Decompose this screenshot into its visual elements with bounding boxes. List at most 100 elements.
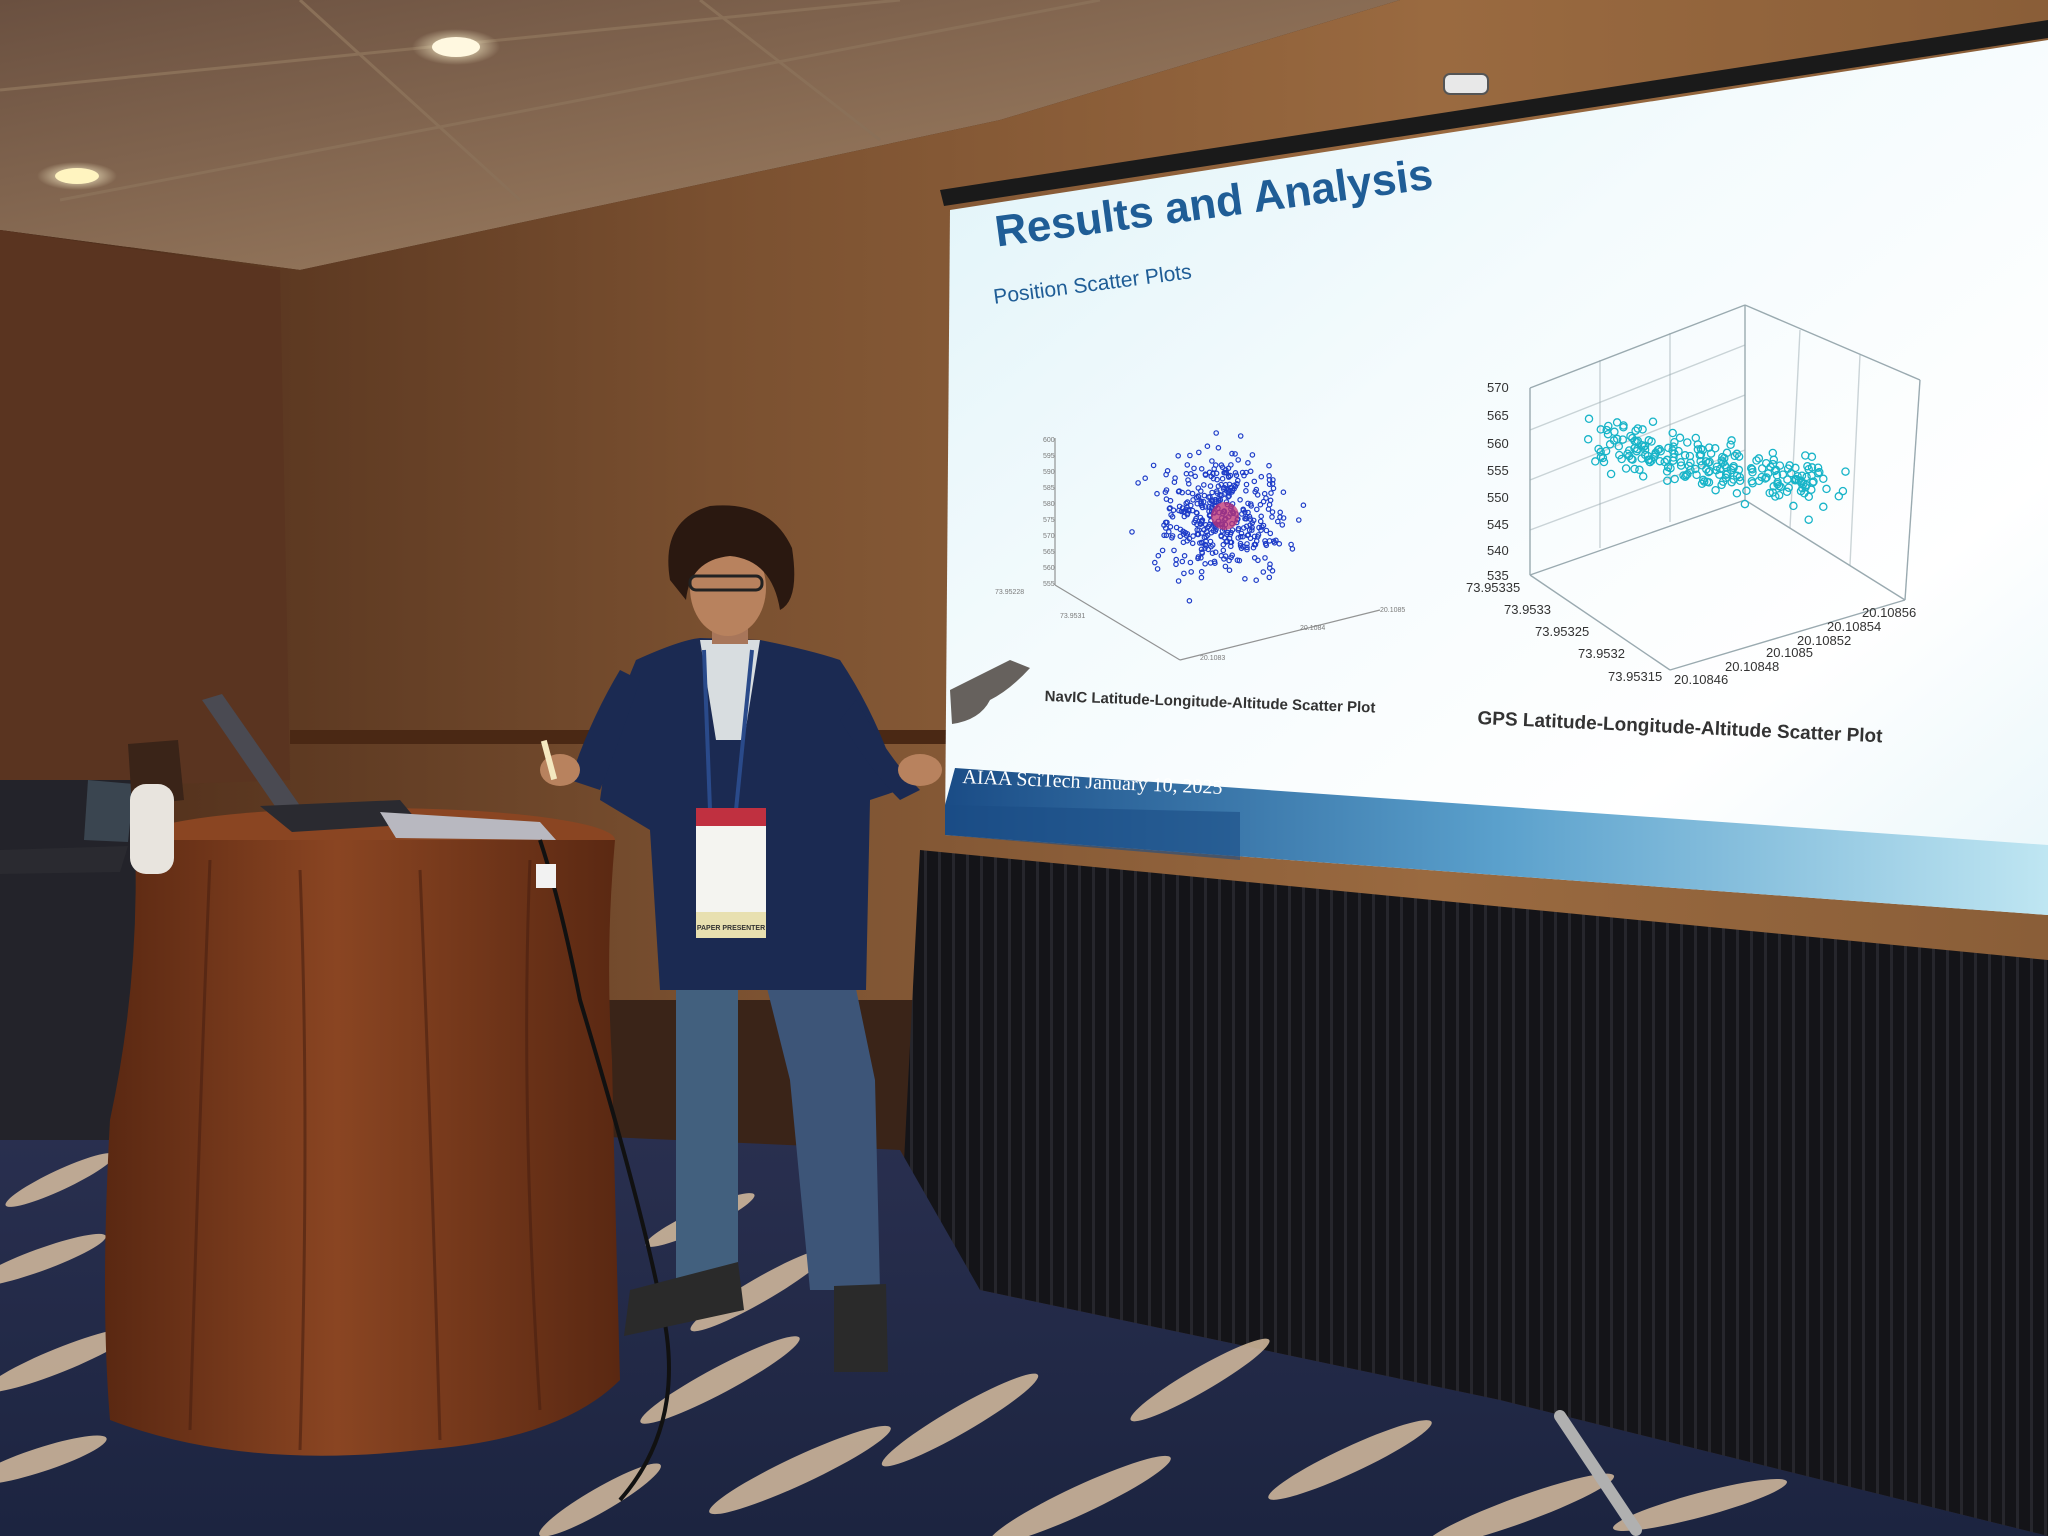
navic-point [1263,527,1270,534]
navic-point [1177,526,1184,533]
gps-point [1742,486,1751,496]
gps-point [1802,472,1811,482]
navic-point [1205,546,1212,553]
navic-point [1185,489,1192,496]
navic-point [1254,506,1260,513]
presenter-lanyard [734,649,754,811]
podium-laptop-base [260,800,420,832]
svg-text:570: 570 [1043,533,1055,540]
gps-point [1647,437,1656,446]
navic-point [1166,505,1173,512]
gps-point [1618,435,1628,444]
navic-point [1234,480,1240,487]
navic-point [1207,483,1214,489]
navic-point [1198,465,1205,472]
navic-point [1163,487,1170,493]
navic-point [1220,541,1227,548]
gps-point [1668,428,1677,438]
navic-point [1180,508,1187,515]
navic-point [1300,502,1307,509]
navic-point [1251,554,1258,561]
gps-point [1819,502,1828,512]
navic-point [1175,452,1182,459]
navic-point [1209,489,1215,496]
gps-point [1778,470,1788,479]
gps-point [1727,436,1736,445]
navic-point [1251,541,1258,548]
navic-point [1269,514,1275,520]
gps-z-tick: 560 [1487,436,1509,451]
navic-point [1184,462,1191,468]
gps-point [1621,464,1631,473]
svg-text:580: 580 [1043,501,1055,508]
navic-point [1269,509,1276,515]
gps-y-tick: 20.10848 [1725,659,1779,674]
gps-point [1583,435,1593,444]
navic-point [1184,537,1191,544]
navic-point [1221,491,1228,497]
navic-point [1218,552,1225,559]
navic-point [1275,518,1281,525]
gps-point [1696,457,1705,466]
navic-point [1232,469,1239,476]
navic-point [1198,488,1204,494]
gps-point [1726,440,1735,450]
navic-point [1154,490,1160,497]
gps-point [1740,499,1750,509]
navic-point [1197,521,1204,528]
navic-point [1225,494,1232,500]
navic-point [1229,450,1235,457]
navic-point [1254,492,1261,498]
navic-point [1270,477,1276,483]
navic-point [1211,466,1218,472]
gps-point [1841,467,1850,476]
navic-point [1150,462,1157,469]
navic-point [1198,554,1204,561]
navic-point [1255,532,1262,538]
navic-point [1262,555,1268,561]
gps-point [1679,471,1688,480]
gps-point [1776,482,1785,492]
gps-point [1706,449,1716,458]
gps-point [1639,442,1649,451]
gps-point [1686,458,1695,467]
navic-point [1253,577,1260,584]
gps-point [1704,443,1714,452]
navic-point [1142,475,1149,482]
power-adapter [536,864,556,888]
left-wall-panel [0,230,290,790]
gps-point [1617,454,1626,464]
navic-point [1189,540,1196,547]
navic-point [1237,433,1244,439]
gps-point [1807,452,1817,462]
ceiling-tile-line [699,0,881,142]
navic-point [1258,527,1264,534]
navic-point [1193,509,1200,516]
svg-text:600: 600 [1043,437,1055,444]
gps-point [1698,475,1708,485]
navic-point [1267,497,1274,504]
gps-point [1732,489,1742,498]
navic-point [1213,430,1220,436]
navic-point [1224,531,1230,538]
carpet-pattern [0,1153,1787,1536]
navic-point [1215,483,1222,490]
navic-point [1224,538,1230,544]
navic-point [1187,559,1194,566]
gps-x-tick: 73.95325 [1535,624,1589,639]
gps-point [1719,458,1728,467]
gps-point [1655,444,1664,454]
navic-point [1214,488,1220,495]
navic-point [1202,560,1208,567]
gps-point [1730,451,1740,461]
tablecloth-folds [188,859,542,1451]
svg-text:595: 595 [1043,453,1055,460]
navic-point [1233,472,1240,479]
navic-point [1263,542,1270,549]
navic-point [1280,489,1287,496]
gps-point [1632,446,1641,456]
navic-point [1184,499,1191,505]
gps-point [1591,457,1600,466]
navic-point [1163,496,1170,502]
gps-point [1754,454,1764,463]
